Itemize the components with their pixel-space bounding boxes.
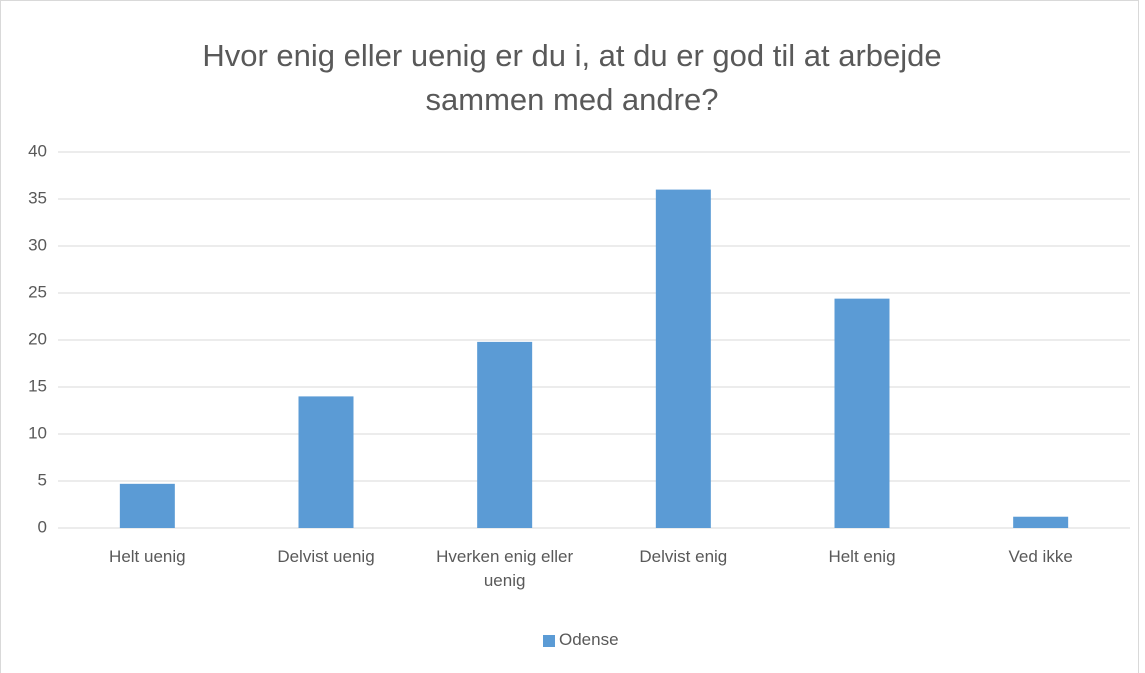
- y-tick-label: 5: [38, 470, 47, 489]
- y-tick-label: 15: [28, 376, 47, 395]
- x-tick-label: Delvist enig: [639, 547, 728, 566]
- y-tick-label: 20: [28, 329, 47, 348]
- bar: [834, 298, 890, 528]
- x-tick-label: Delvist uenig: [277, 547, 375, 566]
- bar: [477, 341, 533, 528]
- legend-label: Odense: [559, 630, 619, 649]
- x-tick-label: Ved ikke: [1008, 547, 1073, 566]
- legend-swatch: [543, 635, 555, 647]
- x-tick-label: Hverken enig eller uenig: [436, 547, 574, 590]
- y-tick-label: 0: [38, 517, 47, 536]
- y-tick-label: 10: [28, 423, 47, 442]
- y-tick-label: 35: [28, 188, 47, 207]
- bar: [298, 396, 354, 528]
- bar: [119, 483, 175, 528]
- y-tick-label: 40: [28, 141, 47, 160]
- chart-title: Hvor enig eller uenig er du i, at du er …: [202, 38, 942, 117]
- bar: [655, 189, 711, 528]
- x-tick-label: Helt enig: [828, 547, 896, 566]
- y-tick-label: 30: [28, 235, 47, 254]
- bar: [1013, 516, 1069, 528]
- x-tick-label: Helt uenig: [109, 547, 186, 566]
- y-tick-label: 25: [28, 282, 47, 301]
